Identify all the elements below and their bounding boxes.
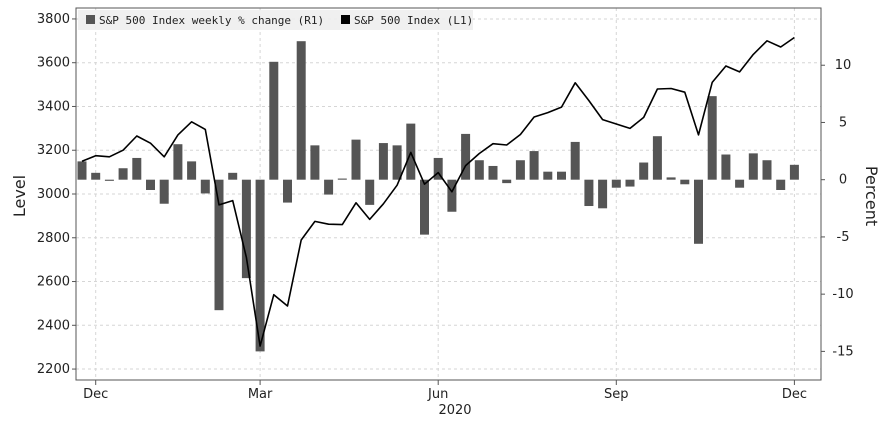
bar — [502, 179, 512, 184]
bar — [337, 178, 347, 180]
bar — [146, 179, 155, 190]
bar — [488, 165, 498, 180]
bar — [159, 179, 169, 204]
bar — [378, 143, 388, 180]
left-tick-label: 2400 — [37, 318, 70, 333]
bar — [543, 171, 553, 180]
legend-label-bar: S&P 500 Index weekly % change (R1) — [99, 14, 324, 27]
left-tick-label: 3400 — [37, 99, 70, 114]
left-tick-label: 3600 — [37, 56, 70, 71]
bar — [721, 154, 731, 180]
bar — [392, 145, 402, 180]
x-tick-label: Dec — [83, 387, 108, 402]
bar — [776, 179, 786, 190]
right-tick-label: -15 — [832, 344, 853, 359]
bar — [748, 153, 758, 180]
x-tick-label: Dec — [782, 387, 807, 402]
bar — [680, 179, 690, 185]
bar — [707, 96, 717, 180]
bar — [214, 179, 224, 311]
left-tick-label: 3000 — [37, 187, 70, 202]
legend-label-line: S&P 500 Index (L1) — [354, 14, 473, 27]
legend: S&P 500 Index weekly % change (R1) S&P 5… — [78, 10, 473, 30]
bar — [474, 160, 484, 180]
right-axis-title: Percent — [862, 166, 881, 226]
bar — [310, 145, 320, 180]
bar — [324, 179, 334, 195]
bar — [570, 141, 580, 180]
line-layer — [81, 36, 795, 347]
legend-swatch-bar — [86, 15, 95, 24]
bar — [132, 157, 142, 180]
bar — [255, 179, 265, 352]
axis-layer: 2200 2400 2600 2800 3000 3200 3400 3600 3800 10 5 0… — [37, 12, 854, 402]
left-tick-label: 3200 — [37, 143, 70, 158]
bar — [91, 172, 101, 180]
x-axis-year-label: 2020 — [438, 403, 471, 418]
bar — [187, 161, 197, 180]
bar — [762, 160, 772, 180]
left-tick-label: 3800 — [37, 12, 70, 27]
bar — [104, 179, 114, 181]
bar — [694, 179, 703, 244]
bar — [598, 179, 608, 209]
x-tick-label: Mar — [248, 387, 273, 402]
bar — [461, 133, 471, 180]
bar — [118, 168, 128, 180]
left-tick-label: 2200 — [37, 362, 70, 377]
bar — [200, 179, 210, 194]
bar — [77, 161, 87, 180]
bar — [557, 171, 566, 180]
bar — [420, 179, 429, 235]
bar — [351, 139, 361, 180]
legend-background — [78, 10, 473, 30]
bar — [433, 157, 443, 180]
bar — [652, 136, 662, 180]
right-tick-label: 0 — [839, 173, 847, 188]
bar — [529, 151, 539, 180]
right-tick-label: 10 — [835, 58, 852, 73]
legend-swatch-line — [341, 15, 350, 24]
index-level-line — [81, 36, 795, 347]
bar — [228, 172, 238, 180]
bar — [447, 179, 457, 212]
bar — [625, 179, 635, 187]
left-tick-label: 2800 — [37, 231, 70, 246]
bar — [241, 179, 251, 279]
bar — [735, 179, 745, 188]
right-tick-label: -5 — [837, 230, 850, 245]
bar — [173, 144, 183, 180]
bar — [365, 179, 375, 205]
bar — [584, 179, 594, 207]
left-tick-label: 2600 — [37, 275, 70, 290]
x-tick-label: Jun — [427, 387, 448, 402]
bar — [296, 41, 306, 180]
bar — [789, 164, 799, 180]
left-axis-title: Level — [10, 175, 29, 217]
x-tick-label: Sep — [604, 387, 629, 402]
bar — [639, 162, 649, 180]
bar — [269, 61, 279, 180]
right-tick-label: 5 — [839, 115, 847, 130]
bar — [611, 179, 621, 188]
bar — [283, 179, 292, 203]
bar — [666, 177, 676, 180]
bar — [515, 160, 525, 180]
right-tick-label: -10 — [832, 287, 853, 302]
